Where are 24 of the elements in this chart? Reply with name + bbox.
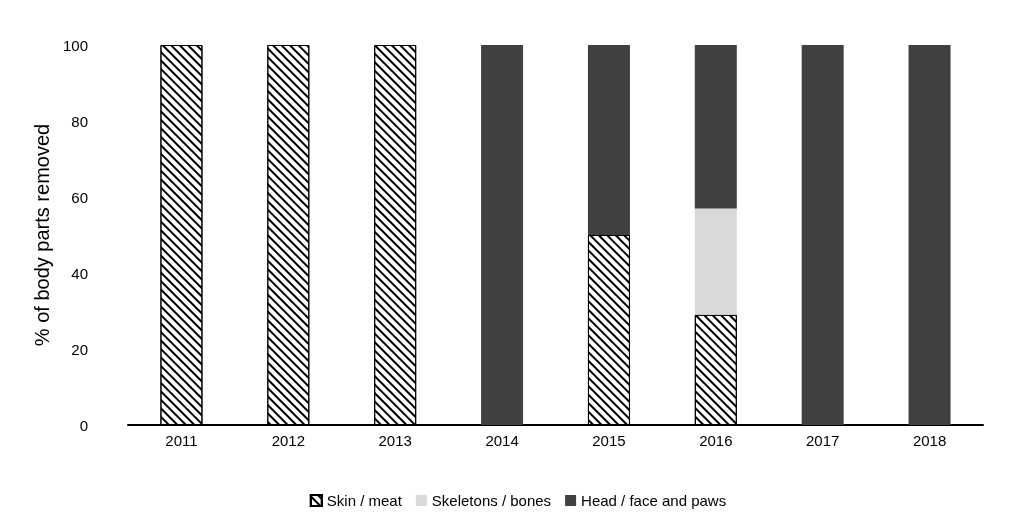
x-tick-label: 2016 <box>699 432 733 449</box>
x-tick-label: 2015 <box>592 432 626 449</box>
bar <box>481 45 524 425</box>
legend-label: Skeletons / bones <box>431 492 552 509</box>
bar <box>694 208 737 315</box>
y-tick-label: 100 <box>62 36 88 54</box>
bar <box>908 45 951 425</box>
y-axis-title: % of body parts removed <box>31 123 54 347</box>
x-tick-label: 2014 <box>485 432 519 449</box>
y-tick-label: 60 <box>71 188 88 206</box>
bar <box>801 45 844 425</box>
x-tick-label: 2012 <box>271 432 305 449</box>
y-tick-label: 40 <box>71 264 88 282</box>
x-tick-label: 2013 <box>378 432 412 449</box>
x-tick-label: 2018 <box>912 432 947 449</box>
x-tick-label: 2011 <box>165 432 198 449</box>
y-tick-label: 20 <box>71 340 88 358</box>
y-tick-label: 80 <box>71 112 88 130</box>
bar <box>587 45 630 235</box>
legend-label: Head / face and paws <box>581 492 727 509</box>
legend-label: Skin / meat <box>326 492 403 509</box>
bar <box>694 45 737 209</box>
x-tick-label: 2017 <box>806 432 840 449</box>
y-tick-label: 0 <box>79 416 88 434</box>
